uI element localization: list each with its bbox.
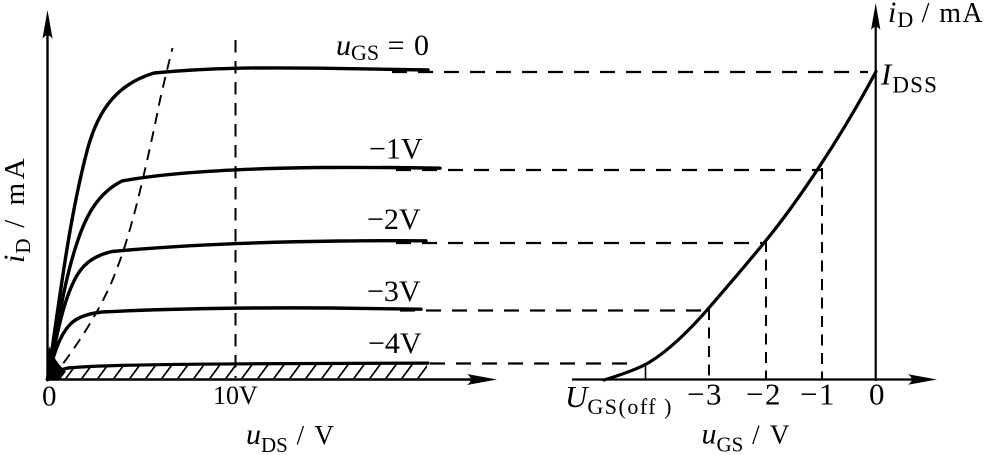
svg-text:−2V: −2V bbox=[367, 203, 421, 236]
svg-text:−3: −3 bbox=[687, 377, 723, 412]
svg-text:10V: 10V bbox=[213, 381, 258, 410]
svg-text:−1: −1 bbox=[800, 377, 836, 412]
svg-text:iD / mA: iD / mA bbox=[0, 155, 35, 263]
svg-text:IDSS: IDSS bbox=[880, 57, 938, 98]
svg-text:−4V: −4V bbox=[368, 327, 422, 360]
svg-text:−1V: −1V bbox=[369, 133, 423, 166]
svg-text:−3V: −3V bbox=[367, 275, 421, 308]
svg-text:0: 0 bbox=[869, 377, 885, 412]
svg-text:iD / mA: iD / mA bbox=[888, 0, 984, 32]
svg-text:−2: −2 bbox=[746, 377, 782, 412]
svg-text:0: 0 bbox=[42, 381, 57, 413]
svg-text:uDS / V: uDS / V bbox=[246, 418, 336, 455]
svg-text:uGS / V: uGS / V bbox=[702, 418, 792, 455]
svg-text:uGS = 0: uGS = 0 bbox=[336, 29, 430, 65]
svg-text:UGS(off ): UGS(off ) bbox=[565, 379, 673, 419]
